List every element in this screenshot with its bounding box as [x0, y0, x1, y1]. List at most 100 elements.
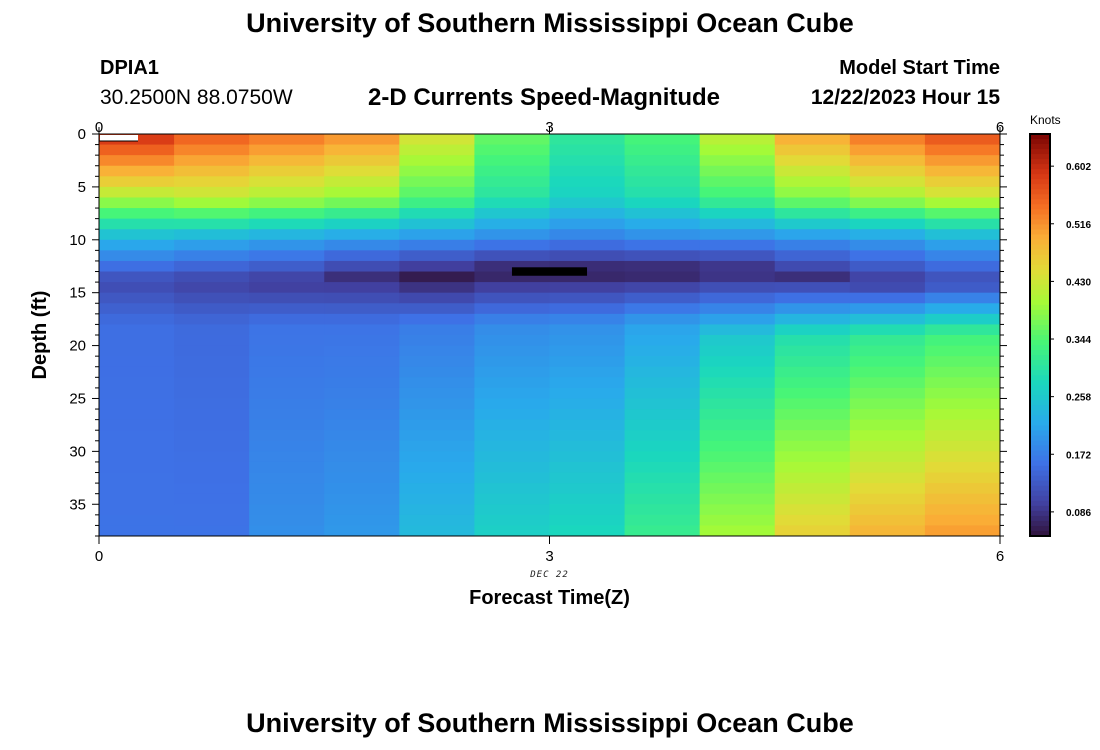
heatmap-cell [399, 218, 475, 230]
heatmap-cell [324, 409, 400, 421]
heatmap-cell [549, 366, 626, 378]
heatmap-cell [99, 165, 175, 177]
heatmap-cell [174, 483, 250, 495]
heatmap-cell [474, 176, 550, 188]
heatmap-cell [99, 440, 175, 452]
heatmap-cell [699, 176, 776, 188]
colorbar-swatch [1030, 179, 1050, 185]
heatmap-cell [399, 493, 475, 505]
heatmap-cell [774, 377, 851, 389]
heatmap-cell [474, 260, 550, 273]
heatmap-cell [174, 271, 250, 283]
colorbar-swatch [1030, 390, 1050, 396]
heatmap-cell [624, 366, 701, 378]
heatmap-cell [849, 155, 926, 167]
heatmap-cell [624, 451, 701, 463]
heatmap-cell [699, 525, 776, 537]
colorbar-swatch [1030, 184, 1050, 190]
heatmap-cell [324, 324, 400, 336]
heatmap-cell [624, 292, 701, 304]
colorbar-swatch [1030, 274, 1050, 281]
heatmap-cell [324, 377, 400, 389]
colorbar-swatch [1030, 420, 1050, 427]
heatmap-cell [624, 430, 701, 442]
heatmap-cell [474, 472, 550, 484]
heatmap-cell [174, 218, 250, 230]
heatmap-cell [774, 493, 851, 505]
heatmap-cell [324, 493, 400, 505]
heatmap-cell [624, 409, 701, 421]
heatmap-cell [699, 155, 776, 167]
colorbar-swatch [1030, 254, 1050, 261]
heatmap-cell [249, 260, 325, 273]
heatmap-cell [474, 208, 550, 220]
heatmap-cell [174, 197, 250, 209]
heatmap-cell [924, 472, 1001, 484]
heatmap-cell [624, 419, 701, 431]
heatmap-cell [249, 324, 325, 336]
heatmap-cell [174, 377, 250, 389]
heatmap-cell [924, 387, 1001, 399]
colorbar-tick-label: 0.086 [1066, 508, 1091, 519]
heatmap-cell [99, 324, 175, 336]
heatmap-cell [399, 229, 475, 241]
x-axis: 0 0 3 3 6 6 [95, 119, 1004, 565]
heatmap-cell [324, 165, 400, 177]
heatmap-cell [474, 313, 550, 325]
heatmap-cell [774, 504, 851, 516]
heatmap-cell [99, 229, 175, 241]
heatmap-cell [99, 525, 175, 537]
colorbar-tick-label: 0.516 [1066, 220, 1091, 231]
heatmap-cell [624, 377, 701, 389]
colorbar-swatch [1030, 360, 1050, 366]
heatmap-cell [699, 313, 776, 325]
heatmap-cell [474, 430, 550, 442]
heatmap-cell [699, 197, 776, 209]
heatmap-cell [774, 144, 851, 156]
heatmap-cell [624, 324, 701, 336]
heatmap-cell [474, 461, 550, 474]
heatmap-cell [849, 472, 926, 484]
heatmap-cell [924, 208, 1001, 220]
heatmap-cell [549, 144, 626, 156]
heatmap-cell [924, 176, 1001, 188]
colorbar-swatch [1030, 440, 1050, 447]
heatmap-cell [549, 271, 626, 283]
colorbar-swatch [1030, 209, 1050, 215]
heatmap-cell [399, 260, 475, 273]
y-tick-label: 25 [69, 390, 86, 407]
heatmap-cell [549, 419, 626, 431]
heatmap-cell [849, 165, 926, 177]
heatmap-cell [99, 409, 175, 421]
colorbar-swatch [1030, 530, 1050, 537]
heatmap-cell [324, 176, 400, 188]
heatmap-cell [174, 313, 250, 325]
heatmap-cell [849, 218, 926, 230]
heatmap-cell [624, 134, 701, 146]
heatmap-cell [924, 483, 1001, 495]
heatmap-cell [249, 483, 325, 495]
heatmap-cell [924, 218, 1001, 230]
heatmap-cell [699, 324, 776, 336]
heatmap-cell [774, 345, 851, 357]
heatmap-cell [624, 208, 701, 220]
heatmap-cell [399, 155, 475, 167]
heatmap-cell [474, 155, 550, 167]
heatmap-cell [474, 282, 550, 294]
heatmap-cell [324, 451, 400, 463]
heatmap-cell [399, 292, 475, 304]
heatmap-cell [549, 260, 626, 273]
heatmap-cell [324, 356, 400, 368]
colorbar: Knots 0.086 0.172 0.258 0.344 0.430 0.516 0.60… [1029, 113, 1091, 537]
heatmap-cell [324, 525, 400, 537]
heatmap-cell [624, 525, 701, 537]
heatmap-cell [399, 271, 475, 283]
heatmap-cell [924, 197, 1001, 209]
heatmap-cell [849, 514, 926, 526]
colorbar-swatch [1030, 350, 1050, 356]
heatmap-cell [249, 356, 325, 368]
colorbar-swatch [1030, 159, 1050, 165]
y-tick-label: 10 [69, 232, 86, 249]
heatmap-cell [624, 493, 701, 505]
